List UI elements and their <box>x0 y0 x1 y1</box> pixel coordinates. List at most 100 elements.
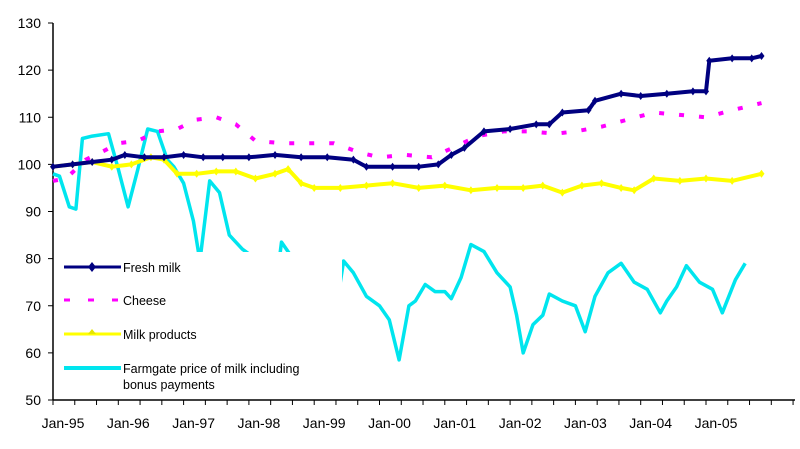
legend-marker-fresh-milk <box>88 262 96 272</box>
y-tick-label: 50 <box>25 392 41 408</box>
data-point <box>324 153 331 162</box>
data-point <box>729 176 736 185</box>
x-tick-label: Jan-04 <box>629 415 672 431</box>
data-point <box>480 127 487 136</box>
data-point <box>232 167 239 176</box>
data-point <box>272 150 279 159</box>
data-point <box>180 150 187 159</box>
data-point <box>89 158 96 167</box>
legend-label-milk-products: Milk products <box>123 328 197 342</box>
data-point <box>311 183 318 192</box>
data-point <box>200 153 207 162</box>
data-point <box>50 162 56 171</box>
data-point <box>441 181 448 190</box>
data-point <box>389 162 396 171</box>
data-point <box>435 160 442 169</box>
data-point <box>706 56 713 65</box>
y-tick-label: 60 <box>25 345 41 361</box>
data-point <box>758 51 765 60</box>
series-layer <box>50 51 765 362</box>
x-tick-label: Jan-02 <box>499 415 542 431</box>
data-point <box>161 153 168 162</box>
x-tick-label: Jan-96 <box>107 415 150 431</box>
data-point <box>585 106 592 115</box>
data-point <box>121 150 128 159</box>
legend-label-fresh-milk: Fresh milk <box>123 261 181 275</box>
y-tick-label: 90 <box>25 204 41 220</box>
data-point <box>363 181 370 190</box>
data-point <box>298 179 305 188</box>
data-point <box>520 183 527 192</box>
data-point <box>337 183 344 192</box>
data-point <box>598 179 605 188</box>
data-point <box>415 162 422 171</box>
data-point <box>467 186 474 195</box>
data-point <box>461 143 468 152</box>
data-point <box>533 120 540 129</box>
x-tick-label: Jan-03 <box>564 415 607 431</box>
data-point <box>631 186 638 195</box>
legend: Fresh milk Cheese Milk products Farmgate… <box>62 252 342 397</box>
x-tick-label: Jan-05 <box>695 415 738 431</box>
data-point <box>578 181 585 190</box>
data-point <box>193 169 200 178</box>
data-point <box>559 108 566 117</box>
y-tick-label: 100 <box>18 156 42 172</box>
data-point <box>539 181 546 190</box>
data-point <box>174 169 181 178</box>
data-point <box>108 155 115 164</box>
data-point <box>591 96 598 105</box>
legend-background <box>62 252 342 397</box>
legend-label-farmgate-line2: bonus payments <box>123 378 215 392</box>
data-point <box>663 89 670 98</box>
legend-marker-milk-products <box>88 329 96 334</box>
data-point <box>748 54 755 63</box>
data-point <box>758 169 765 178</box>
data-point <box>108 162 115 171</box>
x-tick-label: Jan-97 <box>172 415 215 431</box>
x-axis: Jan-95 Jan-96 Jan-97 Jan-98 Jan-99 Jan-00 Jan-… <box>42 399 795 431</box>
series-fresh-milk <box>50 51 765 171</box>
data-point <box>559 188 566 197</box>
y-tick-label: 110 <box>19 109 42 125</box>
series-milk-products <box>50 153 765 197</box>
data-point <box>213 167 220 176</box>
legend-item-fresh-milk: Fresh milk <box>64 261 181 275</box>
data-point <box>141 153 148 162</box>
legend-item-farmgate: Farmgate price of milk including bonus p… <box>64 362 300 392</box>
series-line-farmgate-price-of-milk-including-bonus-payments <box>52 127 747 362</box>
x-tick-label: Jan-95 <box>42 415 85 431</box>
series-cheese <box>52 101 762 183</box>
legend-label-farmgate-line1: Farmgate price of milk including <box>123 362 300 376</box>
data-point <box>703 174 709 183</box>
data-point <box>298 153 305 162</box>
data-point <box>689 87 696 96</box>
data-point <box>219 153 226 162</box>
x-tick-label: Jan-01 <box>433 415 476 431</box>
data-point <box>618 183 625 192</box>
data-point <box>546 120 553 129</box>
y-axis: 50 60 70 80 90 100 110 120 130 <box>18 15 54 408</box>
data-point <box>363 162 370 171</box>
y-tick-label: 80 <box>25 251 41 267</box>
data-point <box>650 174 657 183</box>
data-point <box>676 176 683 185</box>
x-tick-label: Jan-98 <box>237 415 280 431</box>
data-point <box>507 125 514 134</box>
data-point <box>703 87 709 96</box>
series-line-cheese <box>52 101 762 183</box>
data-point <box>252 174 259 183</box>
data-point <box>69 160 76 169</box>
legend-item-milk-products: Milk products <box>64 328 197 342</box>
data-point <box>729 54 736 63</box>
data-point <box>389 179 396 188</box>
data-point <box>637 92 644 101</box>
data-point <box>618 89 625 98</box>
y-tick-label: 130 <box>18 15 42 31</box>
data-point <box>494 183 501 192</box>
series-line-milk-products <box>52 155 762 195</box>
x-tick-label: Jan-99 <box>303 415 346 431</box>
series-line-fresh-milk <box>52 54 762 169</box>
legend-item-cheese: Cheese <box>64 294 166 308</box>
